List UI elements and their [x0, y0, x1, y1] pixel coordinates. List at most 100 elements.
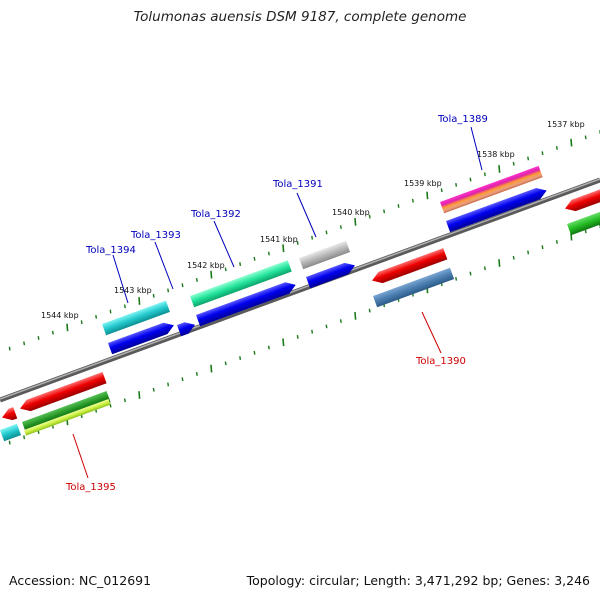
inner-tick — [584, 229, 587, 234]
outer-tick — [383, 209, 386, 214]
gene-label-tola-1395[interactable]: Tola_1395 — [65, 482, 116, 493]
kbp-labels: 1537 kbp 1538 kbp 1539 kbp 1540 kbp 1541… — [41, 120, 585, 320]
gene-forward-tola-1394[interactable] — [101, 300, 170, 336]
map-title: Tolumonas auensis DSM 9187, complete gen… — [133, 9, 467, 25]
outer-tick — [311, 235, 314, 240]
outer-tick — [455, 182, 458, 187]
inner-tick — [354, 311, 357, 320]
gene-reverse-edge[interactable] — [0, 423, 22, 442]
gene-forward-tola-1392[interactable] — [189, 260, 292, 308]
inner-tick — [267, 345, 270, 350]
outer-tick — [8, 346, 11, 351]
outer-tick — [397, 204, 400, 208]
kbp-label-1542: 1542 kbp — [187, 261, 225, 270]
cds-forward-tola-1393[interactable] — [176, 319, 197, 337]
outer-tick — [440, 188, 443, 193]
gene-label-tola-1393[interactable]: Tola_1393 — [130, 230, 181, 241]
outer-tick — [66, 323, 69, 332]
gene-forward-tola-1391[interactable] — [298, 240, 351, 270]
accession-text: Accession: NC_012691 — [9, 573, 152, 588]
cds-reverse-right-edge[interactable] — [563, 189, 600, 214]
outer-tick — [167, 288, 170, 293]
feature-layer — [0, 165, 600, 442]
outer-tick — [253, 256, 256, 261]
outer-tick — [527, 156, 530, 161]
outer-tick — [109, 309, 112, 314]
inner-tick — [469, 271, 472, 276]
outer-tick — [210, 270, 213, 279]
outer-tick — [95, 314, 98, 319]
leader-tola-1392 — [213, 220, 235, 268]
cds-forward-tola-1392[interactable] — [195, 279, 298, 327]
gene-reverse-right-edge[interactable] — [566, 210, 600, 236]
inner-tick — [167, 382, 170, 387]
gene-labels: Tola_1389 Tola_1390 Tola_1391 Tola_1392 … — [65, 114, 488, 493]
label-leaders — [72, 126, 483, 479]
inner-tick — [455, 276, 458, 281]
outer-tick — [123, 304, 126, 309]
inner-tick-row — [8, 224, 600, 445]
inner-tick — [239, 356, 242, 360]
cds-reverse-tola-1390[interactable] — [370, 248, 448, 286]
outer-tick — [541, 151, 544, 156]
outer-tick — [325, 230, 328, 235]
outer-tick — [239, 262, 242, 266]
inner-tick — [527, 250, 530, 255]
inner-tick — [541, 245, 544, 250]
gene-forward-tola-1389[interactable] — [439, 165, 543, 214]
inner-tick — [210, 364, 213, 373]
genome-backbone — [0, 177, 600, 403]
cds-reverse-tola-1395[interactable] — [18, 372, 107, 414]
outer-tick — [195, 277, 198, 282]
gene-label-tola-1392[interactable]: Tola_1392 — [190, 209, 241, 220]
inner-tick — [8, 440, 11, 445]
outer-tick — [181, 283, 184, 288]
cds-forward-tola-1389[interactable] — [445, 185, 549, 233]
inner-tick — [282, 338, 285, 347]
kbp-label-1540: 1540 kbp — [332, 208, 370, 217]
cds-reverse-edge[interactable] — [0, 407, 18, 423]
inner-tick — [483, 266, 486, 271]
kbp-label-1537: 1537 kbp — [547, 120, 585, 129]
inner-tick — [224, 361, 227, 366]
cds-forward-tola-1391[interactable] — [305, 260, 357, 289]
inner-tick — [152, 387, 155, 392]
outer-tick — [584, 135, 587, 140]
gene-reverse-tola-1390[interactable] — [372, 267, 455, 308]
outer-tick — [555, 145, 558, 150]
kbp-label-1544: 1544 kbp — [41, 311, 79, 320]
cds-forward-tola-1394[interactable] — [107, 320, 176, 355]
inner-tick — [253, 350, 256, 355]
inner-tick — [138, 391, 141, 399]
outer-tick — [37, 336, 40, 340]
gene-label-tola-1389[interactable]: Tola_1389 — [437, 114, 488, 125]
outer-tick — [512, 161, 515, 166]
outer-tick — [138, 297, 141, 305]
gene-label-tola-1394[interactable]: Tola_1394 — [85, 245, 136, 256]
inner-tick — [555, 239, 558, 244]
leader-tola-1394 — [112, 254, 129, 304]
leader-tola-1395 — [72, 433, 89, 479]
outer-tick — [469, 177, 472, 182]
gene-label-tola-1391[interactable]: Tola_1391 — [272, 179, 323, 190]
inner-tick — [311, 329, 314, 334]
outer-tick — [296, 241, 299, 245]
inner-tick — [368, 308, 371, 313]
outer-tick — [51, 330, 54, 335]
inner-tick — [23, 435, 26, 440]
outer-tick — [483, 172, 486, 177]
inner-tick — [296, 335, 299, 339]
inner-tick — [498, 259, 501, 267]
gene-reverse-tola-1395-band[interactable] — [23, 399, 111, 436]
inner-tick — [123, 398, 126, 403]
inner-tick — [195, 371, 198, 376]
outer-tick — [80, 320, 83, 325]
outer-tick — [498, 165, 501, 173]
outer-tick — [267, 251, 270, 256]
kbp-label-1543: 1543 kbp — [114, 286, 152, 295]
gene-label-tola-1390[interactable]: Tola_1390 — [415, 356, 466, 367]
inner-tick — [325, 324, 328, 329]
leader-tola-1389 — [470, 126, 483, 171]
outer-tick — [339, 225, 342, 230]
